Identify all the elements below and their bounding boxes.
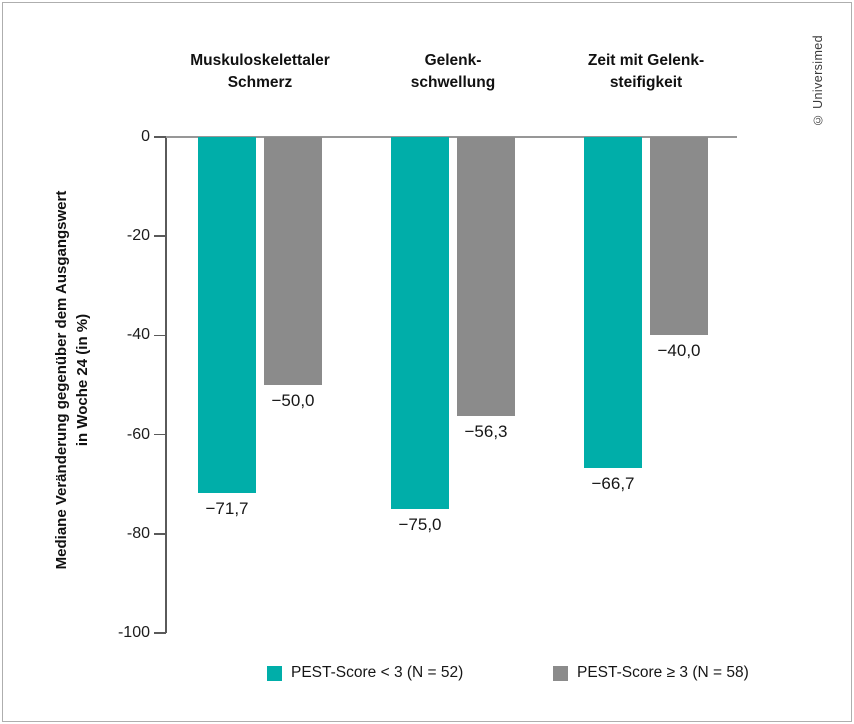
bar <box>198 137 256 493</box>
copyright-text: © Universimed <box>811 35 825 128</box>
legend-label: PEST-Score < 3 (N = 52) <box>291 664 464 681</box>
y-axis-tick <box>154 334 166 337</box>
y-axis-tick <box>154 433 166 436</box>
bar <box>457 137 515 417</box>
bar-value-label: −71,7 <box>205 498 249 518</box>
category-label-line: steifigkeit <box>609 74 683 91</box>
legend-item: PEST-Score ≥ 3 (N = 58) <box>553 664 749 681</box>
bar-value-label: −50,0 <box>271 391 315 410</box>
legend-swatch <box>553 665 568 681</box>
bar <box>264 137 322 385</box>
category-label: Muskuloskelettaler Schmerz <box>145 50 375 94</box>
y-axis-tick-label: -60 <box>126 425 150 443</box>
y-axis-tick <box>154 533 166 535</box>
category-label-line: Muskuloskelettaler <box>190 52 330 69</box>
bar-value-label: −40,0 <box>657 341 701 361</box>
y-axis-title: Mediane Veränderung gegenüber dem Ausgan… <box>51 191 93 570</box>
legend-swatch <box>267 665 282 681</box>
y-axis-tick <box>154 235 166 237</box>
category-label: Gelenk-schwellung <box>338 50 568 94</box>
legend-item: PEST-Score < 3 (N = 52) <box>267 664 464 681</box>
bar-value-label: −66,7 <box>591 473 635 493</box>
legend-label: PEST-Score ≥ 3 (N = 58) <box>577 664 749 681</box>
category-label-line: Gelenk- <box>424 52 482 69</box>
category-label: Zeit mit Gelenk-steifigkeit <box>531 50 761 94</box>
y-axis-title-line2: in Woche 24 (in %) <box>74 313 91 447</box>
y-axis-tick <box>154 632 166 634</box>
y-axis-line <box>165 137 167 633</box>
bar-value-label: −56,3 <box>464 422 508 442</box>
y-axis-tick-label: 0 <box>141 128 150 145</box>
y-axis-tick-label: -20 <box>126 227 150 245</box>
bar-value-label: −75,0 <box>398 515 442 534</box>
y-axis-tick <box>154 136 166 138</box>
zero-baseline <box>166 135 737 138</box>
y-axis-tick-label: -80 <box>126 524 150 542</box>
category-label-line: Schmerz <box>227 74 293 91</box>
bar <box>650 137 708 336</box>
bar <box>584 137 642 468</box>
y-axis-tick-label: -100 <box>117 624 150 641</box>
y-axis-title-line1: Mediane Veränderung gegenüber dem Ausgan… <box>53 190 70 570</box>
y-axis-tick-label: -40 <box>126 326 150 344</box>
category-label-line: Zeit mit Gelenk- <box>587 52 705 69</box>
plot-area: 0 -20 -40 -60 -80 -100 −71,7 −75,0 −66,7 −50,0 −56… <box>118 128 737 641</box>
bar <box>391 137 449 509</box>
category-label-line: schwellung <box>410 74 496 91</box>
